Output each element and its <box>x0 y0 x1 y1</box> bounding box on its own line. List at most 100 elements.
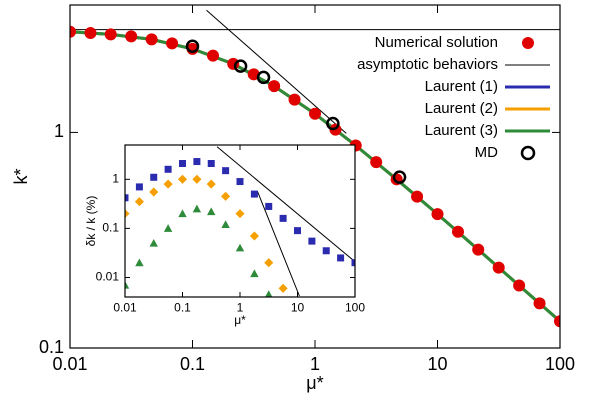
point <box>206 179 216 189</box>
legend-label: Laurent (1) <box>425 78 498 95</box>
point <box>192 204 202 213</box>
series-line <box>216 146 355 297</box>
point <box>125 194 129 202</box>
point <box>451 225 464 238</box>
x-tick-label: 10 <box>291 301 305 315</box>
point <box>308 237 316 245</box>
point <box>279 214 287 222</box>
point <box>221 220 230 229</box>
point <box>249 231 259 241</box>
point <box>288 93 301 106</box>
md-point <box>233 59 248 73</box>
point <box>533 297 546 310</box>
x-tick-label: 1 <box>310 354 320 374</box>
point <box>265 290 273 297</box>
point <box>70 25 76 38</box>
series-layer <box>125 146 355 297</box>
point <box>135 183 143 191</box>
point <box>166 37 179 50</box>
point <box>247 68 260 81</box>
y-tick-label: 1 <box>112 171 119 185</box>
md-point <box>326 116 340 131</box>
md-point <box>185 39 200 54</box>
y-tick-label: 0.01 <box>96 270 120 284</box>
point <box>264 258 274 268</box>
y-axis-label: δk / k (%) <box>84 196 98 247</box>
series-layer <box>70 9 560 328</box>
point <box>192 174 202 184</box>
series-line <box>70 9 560 134</box>
point <box>250 190 258 198</box>
point <box>309 107 321 120</box>
x-tick-label: 1 <box>237 301 244 315</box>
plot-area <box>125 145 355 297</box>
point <box>265 202 273 210</box>
point <box>492 261 505 274</box>
legend-label: Numerical solution <box>375 34 498 51</box>
point <box>235 243 245 252</box>
x-tick-label: 100 <box>345 301 365 315</box>
point <box>337 254 345 262</box>
x-tick-label: 0.1 <box>180 354 205 374</box>
legend-marker <box>520 145 536 161</box>
point <box>149 238 158 247</box>
point <box>193 158 201 166</box>
x-tick-label: 0.01 <box>113 301 137 315</box>
point <box>207 207 216 216</box>
point <box>149 187 159 197</box>
point <box>278 283 288 293</box>
plot-frame <box>69 4 561 349</box>
x-tick-label: 0.01 <box>52 354 87 374</box>
x-tick-label: 10 <box>427 354 447 374</box>
point <box>513 279 526 292</box>
point <box>236 178 244 186</box>
legend-label: Laurent (3) <box>425 122 498 139</box>
point <box>84 27 97 40</box>
point <box>431 208 444 221</box>
point <box>145 33 158 46</box>
point <box>411 190 424 203</box>
point <box>135 258 144 267</box>
point <box>125 30 138 43</box>
point <box>125 280 130 289</box>
point <box>163 224 173 232</box>
legend-label: asymptotic behaviors <box>357 56 498 73</box>
point <box>178 209 187 218</box>
md-point <box>392 170 407 184</box>
point <box>164 165 172 173</box>
point <box>134 197 144 207</box>
y-axis-label: k* <box>11 168 31 184</box>
point <box>554 315 560 328</box>
point <box>206 49 219 62</box>
point <box>222 167 230 175</box>
legend-label: MD <box>475 144 498 161</box>
legend-label: Laurent (2) <box>425 100 498 117</box>
plot-frame <box>124 144 356 298</box>
point <box>221 191 231 201</box>
point <box>472 243 485 256</box>
point <box>163 179 173 189</box>
point <box>250 269 259 278</box>
legend-marker <box>522 37 534 49</box>
y-tick-label: 0.1 <box>39 337 64 357</box>
x-tick-label: 100 <box>545 354 575 374</box>
point <box>150 173 158 181</box>
point <box>179 159 186 167</box>
point <box>351 259 355 267</box>
point <box>125 209 130 219</box>
point <box>235 209 245 219</box>
point <box>294 227 301 235</box>
point <box>322 247 330 255</box>
point <box>370 156 383 169</box>
point <box>104 28 117 41</box>
point <box>227 57 240 70</box>
point <box>177 174 188 184</box>
y-tick-label: 0.1 <box>102 221 119 235</box>
md-point <box>256 70 271 85</box>
point <box>207 159 215 167</box>
y-tick-label: 1 <box>54 121 64 141</box>
x-axis-label: μ* <box>234 313 246 327</box>
point <box>268 80 281 93</box>
x-axis-label: μ* <box>306 373 323 393</box>
